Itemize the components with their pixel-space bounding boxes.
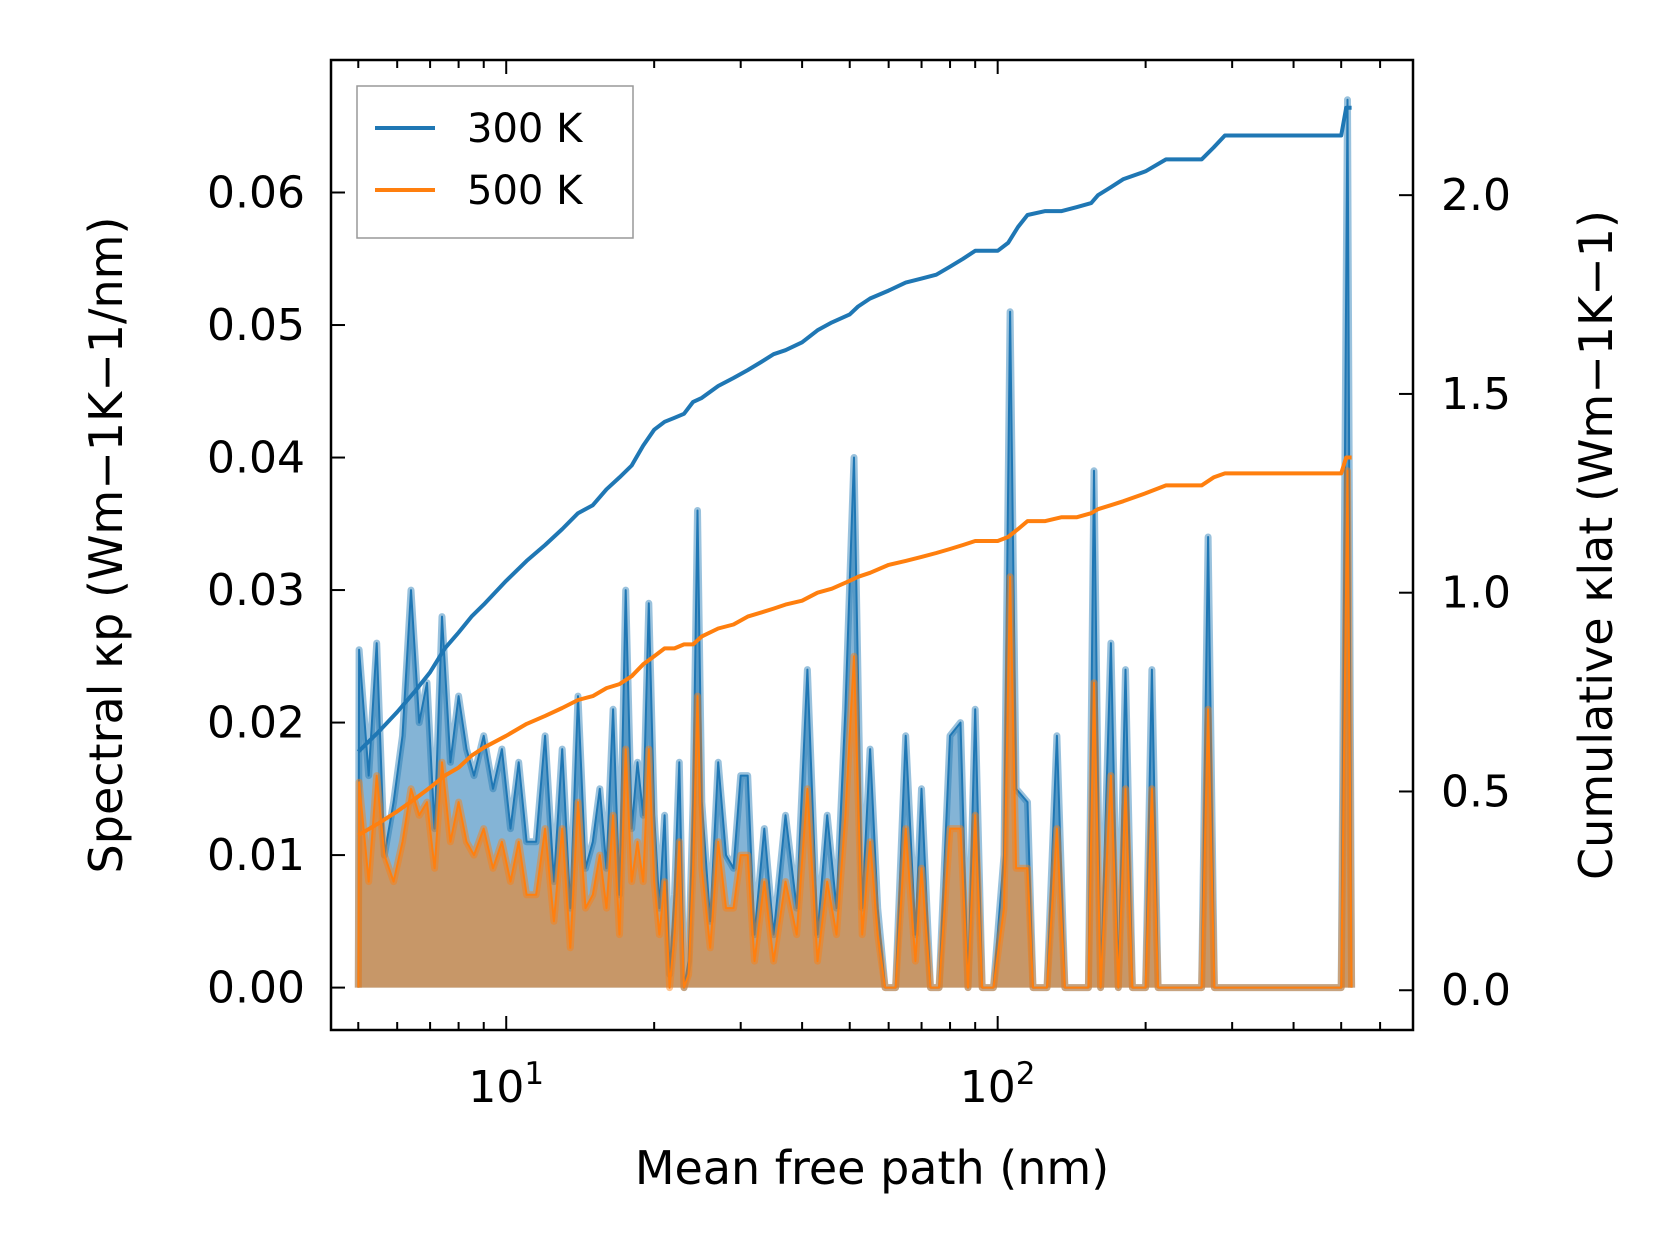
y-right-tick-label: 0.5 [1441, 766, 1511, 817]
y-left-tick-label: 0.05 [207, 300, 305, 351]
x-tick-label-base: 10 [468, 1062, 524, 1113]
x-tick-label-base: 10 [960, 1062, 1016, 1113]
cumulative-line-300k [356, 105, 1352, 754]
y-left-tick-label: 0.00 [207, 963, 305, 1014]
y-right-tick-label: 1.5 [1441, 369, 1511, 420]
y-left-tick-label: 0.01 [207, 830, 305, 881]
y-left-tick-label: 0.04 [207, 433, 305, 484]
x-axis-title: Mean free path (nm) [635, 1141, 1109, 1195]
x-tick-label: 102 [960, 1056, 1036, 1113]
x-tick-label: 101 [468, 1056, 544, 1113]
axes-frame [329, 58, 1415, 1032]
y-right-tick-label: 0.0 [1441, 965, 1511, 1016]
spectral-line-500k [357, 469, 1353, 989]
x-tick-label-exponent: 2 [1016, 1056, 1036, 1092]
y-left-axis-title: Spectral κp (Wm−1K−1/nm) [79, 217, 133, 874]
legend-label-500k: 500 K [467, 168, 584, 214]
y-left-tick-label: 0.03 [207, 565, 305, 616]
legend-box [356, 85, 634, 239]
spectral-fill-500k [358, 470, 1352, 988]
y-right-tick-label: 1.0 [1441, 568, 1511, 619]
cumulative-line-500k [357, 455, 1352, 837]
legend-label-300k: 300 K [467, 106, 584, 152]
y-right-axis-title: Cumulative κlat (Wm−1K−1) [1569, 210, 1623, 880]
legend: 300 K 500 K [356, 85, 634, 239]
plot-area [354, 96, 1356, 992]
axes: 101 1020.000.010.020.030.040.050.060.00.5… [79, 58, 1623, 1195]
y-left-tick-label: 0.06 [207, 168, 305, 219]
y-right-tick-label: 2.0 [1441, 170, 1511, 221]
x-tick-label-exponent: 1 [524, 1056, 544, 1092]
y-left-tick-label: 0.02 [207, 698, 305, 749]
